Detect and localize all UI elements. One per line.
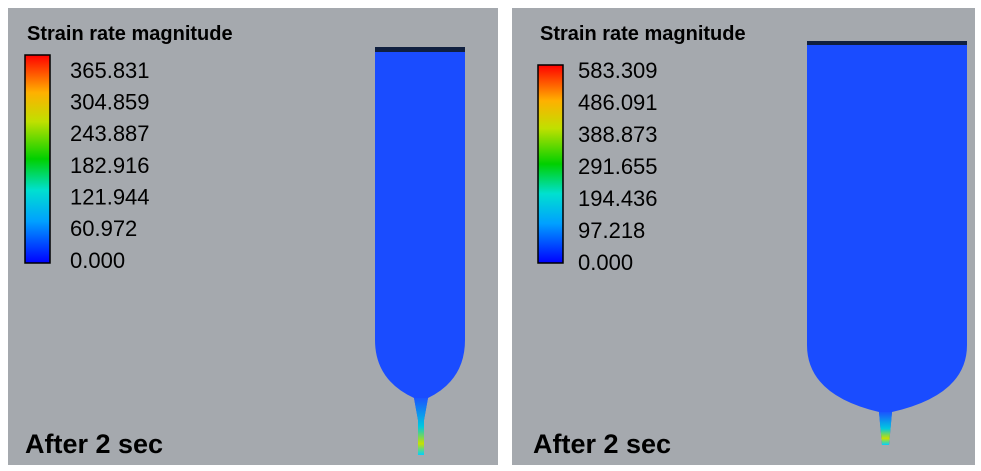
vessel-rim	[807, 41, 967, 45]
colorbar	[538, 65, 563, 263]
legend-label: 304.859	[70, 89, 150, 114]
colorbar	[25, 55, 50, 263]
legend-label: 121.944	[70, 184, 150, 209]
legend-label: 291.655	[578, 154, 658, 179]
vessel	[807, 43, 967, 445]
legend-label: 0.000	[70, 248, 125, 273]
legend-label: 194.436	[578, 186, 658, 211]
legend-label: 0.000	[578, 250, 633, 275]
legend-label: 243.887	[70, 121, 150, 146]
legend-label: 365.831	[70, 58, 150, 83]
legend-label: 97.218	[578, 218, 645, 243]
legend-label: 60.972	[70, 216, 137, 241]
caption: After 2 sec	[533, 429, 671, 459]
caption: After 2 sec	[25, 429, 163, 459]
screenshot: Strain rate magnitude 365.831 304.859 243.8…	[0, 0, 981, 471]
legend-label: 182.916	[70, 153, 150, 178]
legend-title: Strain rate magnitude	[27, 23, 233, 45]
legend-label: 486.091	[578, 90, 658, 115]
legend-label: 388.873	[578, 122, 658, 147]
legend-label: 583.309	[578, 58, 658, 83]
vessel-rim	[375, 47, 465, 52]
legend-title: Strain rate magnitude	[540, 23, 746, 45]
